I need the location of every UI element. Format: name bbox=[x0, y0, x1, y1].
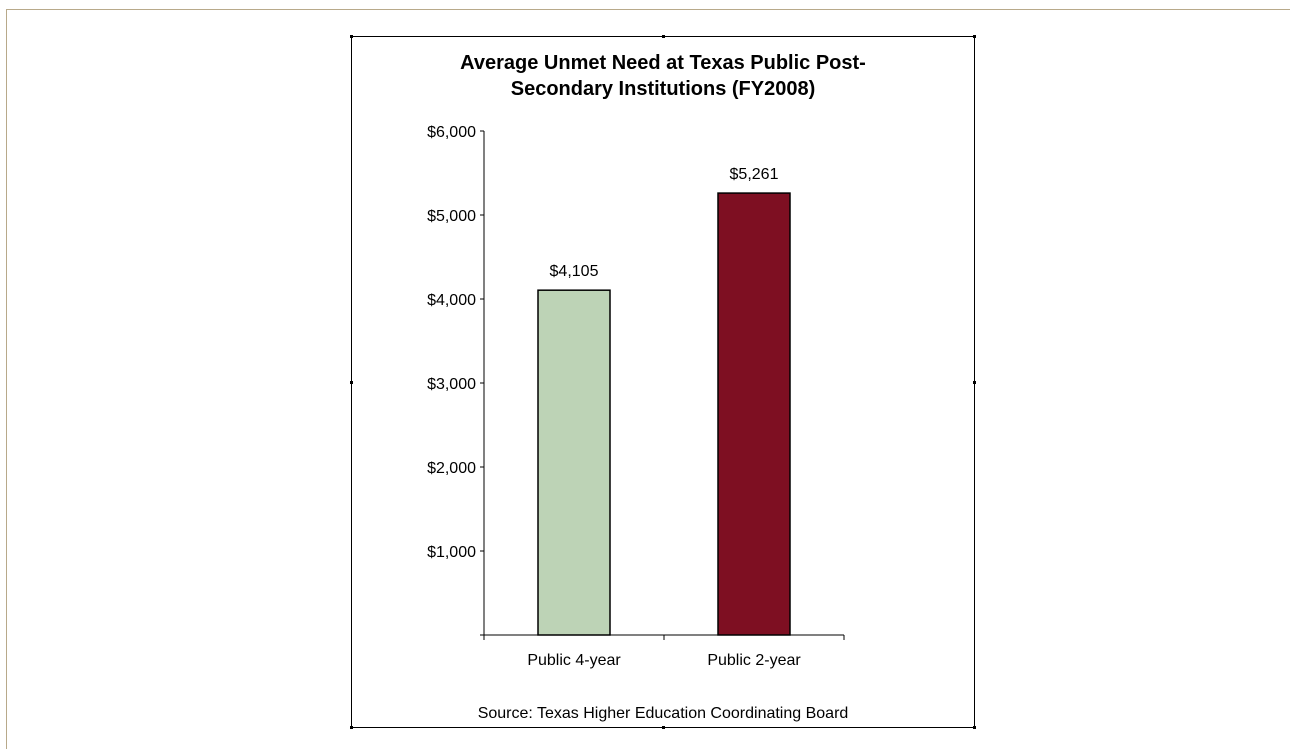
selection-handle-top-right[interactable] bbox=[973, 35, 976, 38]
y-tick-label: $1,000 bbox=[427, 544, 476, 561]
y-tick-label: $2,000 bbox=[427, 460, 476, 477]
bar-public-4-year bbox=[537, 289, 611, 636]
selection-handle-middle-left[interactable] bbox=[350, 381, 353, 384]
data-label: $5,261 bbox=[730, 166, 779, 183]
bar-public-2-year bbox=[717, 192, 791, 636]
y-tick-label: $5,000 bbox=[427, 208, 476, 225]
x-category-label: Public 2-year bbox=[707, 652, 801, 669]
data-label: $4,105 bbox=[550, 263, 599, 280]
selection-handle-middle-right[interactable] bbox=[973, 381, 976, 384]
selection-handle-top-left[interactable] bbox=[350, 35, 353, 38]
source-note: Source: Texas Higher Education Coordinat… bbox=[478, 705, 849, 722]
y-tick-label: $3,000 bbox=[427, 376, 476, 393]
y-tick-label: $4,000 bbox=[427, 292, 476, 309]
y-tick-label: $6,000 bbox=[427, 124, 476, 141]
selection-handle-top-middle[interactable] bbox=[662, 35, 665, 38]
selection-handle-bottom-left[interactable] bbox=[350, 726, 353, 729]
plot-area: $6,000 $5,000 $4,000 $3,000 $2,000 $1,000 $4,1… bbox=[427, 124, 845, 669]
chart-title-line-1: Average Unmet Need at Texas Public Post- bbox=[460, 52, 866, 74]
chart-object[interactable]: Average Unmet Need at Texas Public Post-… bbox=[351, 36, 975, 728]
bar-chart: Average Unmet Need at Texas Public Post-… bbox=[427, 52, 866, 722]
page-frame bbox=[6, 9, 1290, 749]
chart-title-line-2: Secondary Institutions (FY2008) bbox=[511, 78, 816, 100]
selection-handle-bottom-middle[interactable] bbox=[662, 726, 665, 729]
x-category-label: Public 4-year bbox=[527, 652, 621, 669]
selection-handle-bottom-right[interactable] bbox=[973, 726, 976, 729]
